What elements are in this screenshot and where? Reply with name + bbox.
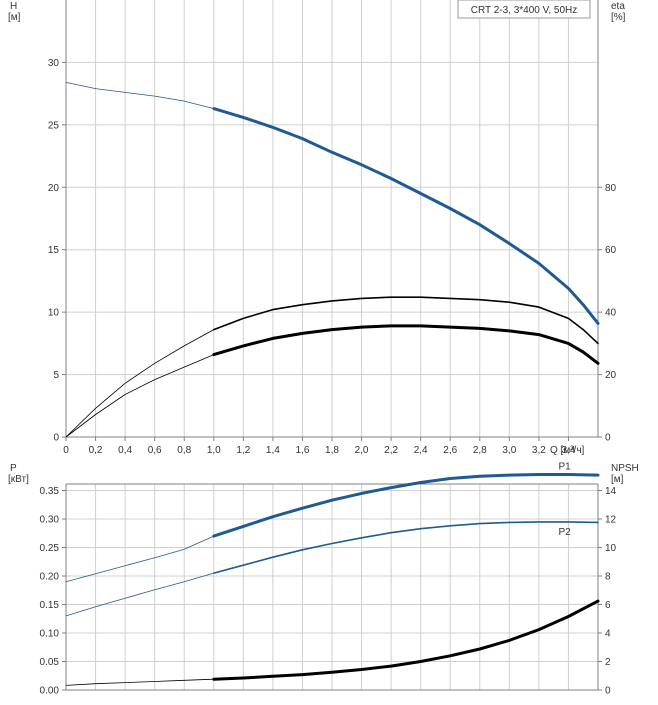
x-tick-label: 0,4 [118, 445, 132, 456]
series-line [213, 296, 599, 345]
right-axis-label: eta [611, 1, 625, 12]
right-tick-label: 10 [605, 543, 617, 554]
series-label: P2 [558, 527, 571, 538]
right-tick-label: 20 [605, 370, 617, 381]
series-line [213, 521, 599, 574]
right-tick-label: 14 [605, 486, 617, 497]
x-tick-label: 1,4 [266, 445, 280, 456]
left-axis-unit: [м] [8, 12, 21, 23]
x-tick-label: 0,6 [148, 445, 162, 456]
series-extrapolated-line [65, 354, 214, 438]
series-line [212, 107, 600, 325]
right-tick-label: 0 [605, 433, 611, 444]
left-tick-label: 0.10 [40, 629, 60, 640]
series-extrapolated-line [65, 82, 214, 109]
right-tick-label: 8 [605, 572, 611, 583]
left-axis-label: P [10, 463, 17, 474]
left-tick-label: 5 [53, 370, 59, 381]
left-tick-label: 0.25 [40, 543, 60, 554]
chart-title: CRT 2-3, 3*400 V, 50Hz [471, 5, 578, 16]
x-tick-label: 2,2 [384, 445, 398, 456]
left-tick-label: 15 [48, 245, 60, 256]
right-tick-label: 80 [605, 183, 617, 194]
left-tick-label: 20 [48, 183, 60, 194]
left-tick-label: 30 [48, 58, 60, 69]
x-tick-label: 0,2 [89, 445, 103, 456]
series-line [212, 599, 600, 681]
right-tick-label: 6 [605, 600, 611, 611]
x-tick-label: 0,8 [177, 445, 191, 456]
x-tick-label: 1,2 [236, 445, 250, 456]
x-tick-label: 2,0 [355, 445, 369, 456]
x-tick-label: 2,8 [473, 445, 487, 456]
x-tick-label: 2,6 [443, 445, 457, 456]
right-tick-label: 4 [605, 629, 611, 640]
right-axis-label: NPSH [611, 463, 639, 474]
left-tick-label: 25 [48, 120, 60, 131]
series-extrapolated-line [65, 678, 214, 686]
series-line [212, 324, 600, 365]
left-tick-label: 0.30 [40, 515, 60, 526]
right-axis-unit: [%] [611, 12, 626, 23]
x-tick-label: 1,8 [325, 445, 339, 456]
right-axis-unit: [м] [611, 474, 624, 485]
left-axis-unit: [кВт] [8, 474, 29, 485]
series-line [212, 473, 600, 538]
series-extrapolated-line [65, 535, 214, 583]
x-tick-label: 3,0 [502, 445, 516, 456]
left-tick-label: 0.00 [40, 686, 60, 697]
series-extrapolated-line [65, 572, 214, 617]
x-tick-label: 3,4 [561, 445, 575, 456]
title-box [457, 0, 591, 19]
x-axis-label: Q [м³/ч] [550, 445, 585, 456]
right-tick-label: 40 [605, 308, 617, 319]
x-tick-label: 3,2 [532, 445, 546, 456]
left-axis-label: H [10, 1, 17, 12]
right-tick-label: 60 [605, 245, 617, 256]
right-tick-label: 2 [605, 657, 611, 668]
x-tick-label: 1,6 [295, 445, 309, 456]
x-tick-label: 2,4 [414, 445, 428, 456]
x-tick-label: 0 [63, 445, 69, 456]
left-tick-label: 0 [53, 433, 59, 444]
left-tick-label: 0.05 [40, 657, 60, 668]
right-tick-label: 12 [605, 515, 617, 526]
right-tick-label: 0 [605, 686, 611, 697]
left-tick-label: 0.15 [40, 600, 60, 611]
series-label: P1 [558, 462, 571, 473]
left-tick-label: 10 [48, 308, 60, 319]
x-tick-label: 1,0 [207, 445, 221, 456]
series-extrapolated-line [65, 329, 214, 438]
left-tick-label: 0.20 [40, 572, 60, 583]
left-tick-label: 0.35 [40, 486, 60, 497]
